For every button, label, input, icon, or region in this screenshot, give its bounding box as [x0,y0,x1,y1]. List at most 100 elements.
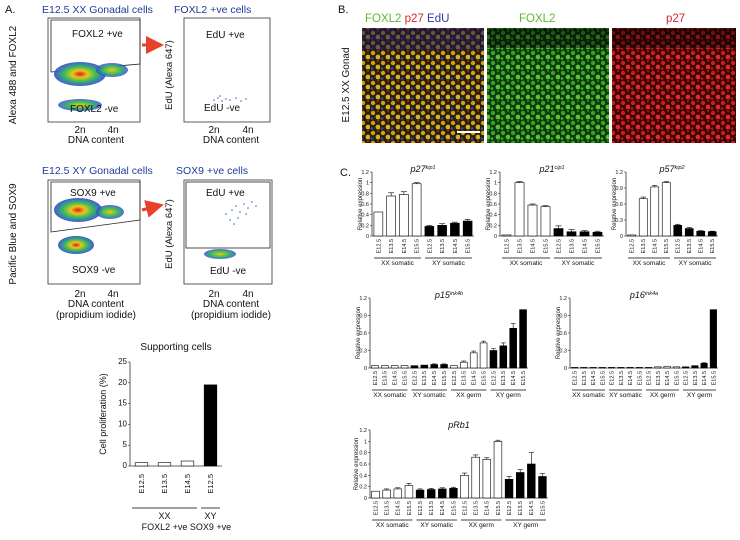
y-tick-label: 0.9 [615,186,623,192]
chart-title-base: p21 [538,164,554,174]
group-label: XY somatic [679,260,713,267]
x-tick-label: E15.5 [595,239,601,253]
y-tick-label: 0.8 [361,191,369,197]
x-tick-label: E15.5 [402,371,408,385]
group-label: XY germ [496,392,521,399]
bar [617,367,625,369]
y-tick-label: 1 [494,181,497,187]
y-tick-label: 1 [366,181,369,187]
x-tick-label: E13.5 [440,239,446,253]
flow-xx-cluster-neg [58,99,102,111]
flow-xy-sub-pos: EdU +ve [206,188,245,199]
x-tick-label: E15.5 [521,371,527,385]
x-tick-label: E15.5 [496,501,502,515]
x-tick-label: E14.5 [582,239,588,253]
x-tick-label: E13.5 [693,371,699,385]
bar [180,460,195,467]
group-label: XY germ [513,522,538,529]
y-tick-label: 0.9 [359,314,367,320]
x-tick-label: E15.5 [481,371,487,385]
chart-title: p21cip1 [538,164,564,174]
bar [449,488,458,499]
group-label: XX somatic [376,522,410,529]
flow-xy-x-axis: DNA content [68,299,124,310]
y-axis-label: Cell proliferation (%) [98,373,108,455]
y-tick-label: 0.4 [489,213,497,219]
flow-xx-sub-pos: EdU +ve [206,30,245,41]
flow-xy-sub: SOX9 +ve cells EdU (Alexa 647) EdU +ve E… [164,165,273,321]
flow-xx-y-axis-text: Alexa 488 and FOXL2 [8,25,19,124]
bar [415,489,425,499]
flow-xy-x-tick-2n: 2n [74,289,85,300]
foxl2-image [487,28,609,143]
bar [450,222,460,237]
bar [382,489,391,499]
bar [682,366,690,369]
flow-xy-title: E12.5 XY Gonadal cells [42,165,153,177]
chart-title: p15ink4b [434,290,463,300]
group-label: XX germ [456,392,481,399]
group-sublabel: SOX9 +ve [190,522,231,532]
x-tick-label: E12.5 [452,371,458,385]
bar [440,364,448,369]
bar [424,226,435,237]
bar [426,489,436,499]
flow-xy-cluster-neg [58,236,94,254]
x-tick-label: E13.5 [501,371,507,385]
y-tick-label: 1 [364,439,367,445]
x-tick-label: E14.5 [440,501,446,515]
flow-xy-sub-title: SOX9 +ve cells [176,165,248,177]
x-tick-label: E13.5 [160,474,169,494]
flow-xx-gate-neg: FOXL2 -ve [70,104,119,115]
x-tick-label: E12.5 [676,239,682,253]
y-tick-label: 15 [118,399,127,408]
x-tick-label: E12.5 [412,371,418,385]
panel-a-label: A. [5,4,15,16]
bar [579,231,590,237]
x-tick-label: E12.5 [507,501,513,515]
group-label: XX [158,511,170,521]
group-label: XY somatic [413,392,447,399]
chart-title: p16ink4a [629,290,658,300]
group-label: XX germ [469,522,494,529]
bar [538,476,547,499]
flow-xx-title: E12.5 XX Gonadal cells [42,4,153,16]
flow-xy-gate-neg: SOX9 -ve [72,265,116,276]
chart-title: Supporting cells [140,342,211,353]
bar [489,350,498,369]
flow-xx-sub: FOXL2 +ve cells EdU (Alexa 647) EdU +ve … [164,4,271,146]
bar [371,365,379,369]
y-axis-label: Relative expression [356,307,362,359]
x-tick-label: E12.5 [504,239,510,253]
bar [700,363,708,369]
bar [460,475,469,499]
bar [509,328,517,369]
x-tick-label: E12.5 [630,239,636,253]
y-tick-label: 0 [364,496,367,502]
bar [571,367,579,369]
x-tick-label: E13.5 [582,371,588,385]
chart-title: p27kip1 [409,164,435,174]
bar [504,478,514,499]
panel-b-label: B. [338,4,348,16]
bar [684,228,694,237]
x-tick-label: E14.5 [393,371,399,385]
y-tick-label: 1.2 [615,170,623,176]
x-tick-label: E15.5 [540,501,546,515]
chart-title-sup: ink4a [645,291,658,297]
x-tick-label: E12.5 [373,501,379,515]
bar [527,204,538,237]
y-axis-label: Relative expression [354,438,360,490]
flow-xx-gate-pos: FOXL2 +ve [72,29,123,40]
y-tick-label: 20 [118,378,127,387]
bar [627,234,637,237]
bar [691,365,699,369]
bar [371,490,380,499]
group-label: XX germ [650,392,675,399]
bar [608,367,616,369]
flow-xx-sub-frame [183,17,271,123]
flow-xy-gate-pos: SOX9 +ve [70,188,116,199]
bar [519,309,527,369]
bar [514,182,525,237]
